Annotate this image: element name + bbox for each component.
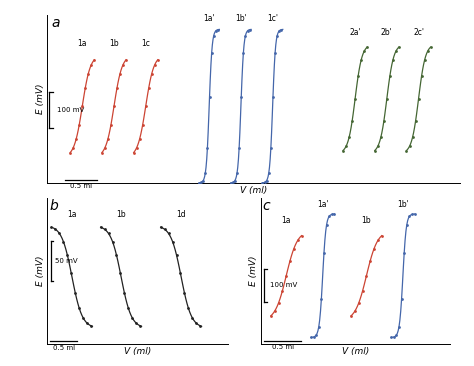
Text: 1b: 1b: [109, 39, 119, 48]
Text: 0.5 ml: 0.5 ml: [272, 344, 293, 350]
Text: 1d: 1d: [176, 210, 186, 219]
Text: 50 mV: 50 mV: [55, 258, 77, 264]
Text: 100 mV: 100 mV: [270, 283, 297, 288]
X-axis label: V (ml): V (ml): [124, 347, 151, 356]
Text: b: b: [49, 199, 58, 213]
Text: 1a: 1a: [78, 39, 87, 48]
Text: 1a': 1a': [317, 200, 328, 209]
Text: c: c: [263, 199, 270, 213]
Text: 1c': 1c': [267, 14, 278, 23]
Y-axis label: E (mV): E (mV): [36, 255, 45, 286]
Text: 1b: 1b: [116, 210, 126, 219]
Text: 2b': 2b': [381, 28, 392, 37]
Text: 1b': 1b': [397, 200, 409, 209]
Text: a: a: [52, 16, 60, 30]
Y-axis label: E (mV): E (mV): [36, 83, 45, 114]
X-axis label: V (ml): V (ml): [240, 186, 267, 195]
Text: 1a': 1a': [203, 14, 215, 23]
X-axis label: V (ml): V (ml): [342, 347, 369, 356]
Text: 1c: 1c: [141, 39, 150, 48]
Y-axis label: E (mV): E (mV): [249, 255, 258, 286]
Text: 2c': 2c': [413, 28, 424, 37]
Text: 0.5 ml: 0.5 ml: [70, 183, 92, 189]
Text: 100 mV: 100 mV: [57, 107, 84, 113]
Text: 2a': 2a': [349, 28, 361, 37]
Text: 1b': 1b': [235, 14, 247, 23]
Text: 1a: 1a: [67, 210, 77, 219]
Text: 1a: 1a: [282, 216, 291, 225]
Text: 0.5 ml: 0.5 ml: [53, 345, 75, 351]
Text: 1b: 1b: [362, 216, 371, 225]
